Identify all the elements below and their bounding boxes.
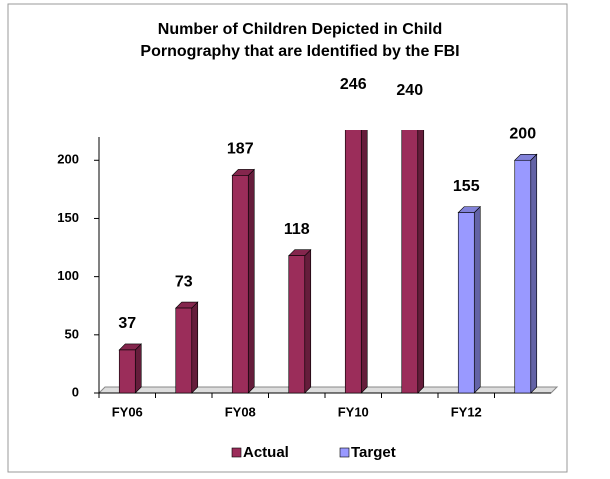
data-label: 73 — [175, 273, 193, 290]
bar — [457, 205, 481, 394]
bar — [288, 248, 312, 394]
bar-side — [417, 130, 425, 394]
data-label: 246 — [340, 76, 367, 93]
bar — [401, 130, 425, 394]
bar-side — [304, 248, 312, 394]
data-label: 155 — [453, 178, 480, 195]
floor — [97, 386, 559, 394]
bar — [514, 153, 538, 394]
data-label: 37 — [118, 315, 136, 332]
y-tick-label: 150 — [57, 210, 79, 225]
bar-front — [514, 159, 532, 394]
bar — [175, 301, 199, 394]
bar-front — [118, 349, 136, 394]
bar-side — [473, 205, 481, 394]
legend-label: Actual — [243, 444, 289, 461]
bar-side — [530, 153, 538, 394]
bar-side — [247, 168, 255, 394]
bar-front — [457, 212, 475, 394]
y-tick-label: 100 — [57, 268, 79, 283]
x-tick-label: FY06 — [112, 404, 143, 419]
bar-front — [231, 175, 249, 394]
data-label: 200 — [509, 125, 536, 142]
bar-side — [360, 130, 368, 394]
bar-front — [401, 130, 419, 394]
y-tick-label: 50 — [65, 326, 79, 341]
x-tick-label: FY10 — [338, 404, 369, 419]
chart-title: Number of Children Depicted in Child — [158, 21, 442, 38]
data-label: 240 — [396, 82, 423, 99]
legend-label: Target — [351, 444, 396, 461]
legend-swatch — [231, 447, 242, 458]
x-tick-label: FY12 — [451, 404, 482, 419]
bar-front — [175, 307, 193, 394]
bar-side — [134, 343, 142, 394]
legend-swatch — [339, 447, 350, 458]
bar-side — [191, 301, 199, 394]
bar — [231, 168, 255, 394]
bar — [118, 343, 142, 394]
y-tick-label: 0 — [72, 384, 79, 399]
chart-frame — [7, 3, 568, 473]
chart-title: Pornography that are Identified by the F… — [140, 43, 459, 60]
data-label: 187 — [227, 141, 254, 158]
bar-front — [288, 255, 306, 394]
y-tick-label: 200 — [57, 152, 79, 167]
data-label: 118 — [284, 221, 310, 238]
bar — [344, 130, 368, 394]
x-tick-label: FY08 — [225, 404, 256, 419]
bar-front — [344, 130, 362, 394]
